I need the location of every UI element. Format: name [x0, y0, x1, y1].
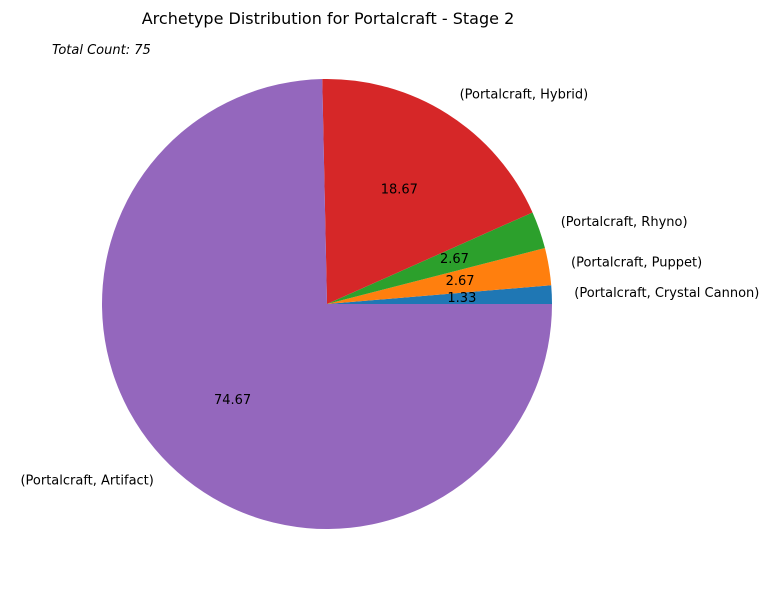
slice-value-label: 2.67 [446, 274, 475, 289]
pie-slices [102, 78, 553, 529]
pie-labels: (Portalcraft, Crystal Cannon) 1.33 (Portal… [20, 88, 759, 489]
slice-value-label: 1.33 [447, 291, 476, 306]
chart-title: Archetype Distribution for Portalcraft -… [142, 9, 515, 28]
slice-value-label: 2.67 [440, 252, 469, 267]
slice-label: (Portalcraft, Artifact) [20, 473, 153, 488]
pie-slice [322, 78, 533, 304]
slice-value-label: 18.67 [381, 183, 418, 198]
pie-slice [327, 248, 552, 304]
total-count-annotation: Total Count: 75 [52, 43, 151, 58]
pie-slice [327, 212, 545, 304]
slice-label: (Portalcraft, Hybrid) [460, 88, 589, 103]
slice-label: (Portalcraft, Crystal Cannon) [574, 286, 759, 301]
pie-slice [102, 79, 553, 529]
slice-value-label: 74.67 [214, 393, 251, 408]
slice-label: (Portalcraft, Rhyno) [561, 215, 688, 230]
pie-slice [327, 285, 552, 304]
slice-label: (Portalcraft, Puppet) [571, 255, 702, 270]
